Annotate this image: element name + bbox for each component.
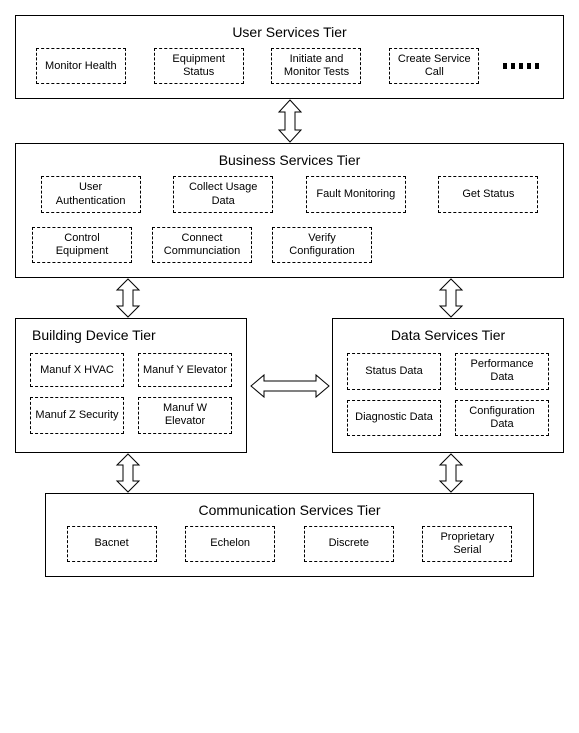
tier-title: Communication Services Tier [56, 502, 523, 518]
split-device-data: Building Device Tier Manuf X HVAC Manuf … [15, 318, 564, 453]
box-row: Bacnet Echelon Discrete Proprietary Seri… [56, 526, 523, 562]
box-row: Control Equipment Connect Communciation … [26, 227, 553, 263]
box-fault-monitoring: Fault Monitoring [306, 176, 406, 212]
box-manuf-z-security: Manuf Z Security [30, 397, 124, 433]
arrow-lower-to-comm [15, 453, 564, 493]
tier-data-services: Data Services Tier Status Data Performan… [332, 318, 564, 453]
box-manuf-w-elevator: Manuf W Elevator [138, 397, 232, 433]
double-arrow-vertical-icon [115, 278, 141, 318]
box-control-equipment: Control Equipment [32, 227, 132, 263]
tier-building-device: Building Device Tier Manuf X HVAC Manuf … [15, 318, 247, 453]
box-performance-data: Performance Data [455, 353, 549, 389]
arrow-business-to-lower [15, 278, 564, 318]
box-discrete: Discrete [304, 526, 394, 562]
box-get-status: Get Status [438, 176, 538, 212]
tier-title: User Services Tier [26, 24, 553, 40]
tier-business-services: Business Services Tier User Authenticati… [15, 143, 564, 278]
box-monitor-health: Monitor Health [36, 48, 126, 84]
box-bacnet: Bacnet [67, 526, 157, 562]
box-diagnostic-data: Diagnostic Data [347, 400, 441, 436]
box-status-data: Status Data [347, 353, 441, 389]
box-initiate-monitor-tests: Initiate and Monitor Tests [271, 48, 361, 84]
double-arrow-vertical-icon [438, 453, 464, 493]
ellipsis-icon [503, 63, 543, 69]
box-manuf-x-hvac: Manuf X HVAC [30, 353, 124, 387]
box-user-auth: User Authentication [41, 176, 141, 212]
double-arrow-vertical-icon [277, 99, 303, 143]
arrow-user-to-business [15, 99, 564, 143]
box-row: Monitor Health Equipment Status Initiate… [26, 48, 553, 84]
arrow-device-to-data [247, 318, 332, 453]
box-echelon: Echelon [185, 526, 275, 562]
double-arrow-vertical-icon [438, 278, 464, 318]
double-arrow-vertical-icon [115, 453, 141, 493]
box-row: User Authentication Collect Usage Data F… [26, 176, 553, 212]
tier-communication-services: Communication Services Tier Bacnet Echel… [45, 493, 534, 577]
tier-title: Business Services Tier [26, 152, 553, 168]
tier-title: Building Device Tier [26, 327, 236, 343]
box-grid: Status Data Performance Data Diagnostic … [343, 351, 553, 438]
box-grid: Manuf X HVAC Manuf Y Elevator Manuf Z Se… [26, 351, 236, 435]
double-arrow-horizontal-icon [250, 373, 330, 399]
tier-title: Data Services Tier [343, 327, 553, 343]
box-proprietary-serial: Proprietary Serial [422, 526, 512, 562]
box-connect-comm: Connect Communciation [152, 227, 252, 263]
box-manuf-y-elevator: Manuf Y Elevator [138, 353, 232, 387]
box-collect-usage: Collect Usage Data [173, 176, 273, 212]
box-equipment-status: Equipment Status [154, 48, 244, 84]
tier-user-services: User Services Tier Monitor Health Equipm… [15, 15, 564, 99]
box-create-service-call: Create Service Call [389, 48, 479, 84]
box-verify-config: Verify Configuration [272, 227, 372, 263]
box-configuration-data: Configuration Data [455, 400, 549, 436]
